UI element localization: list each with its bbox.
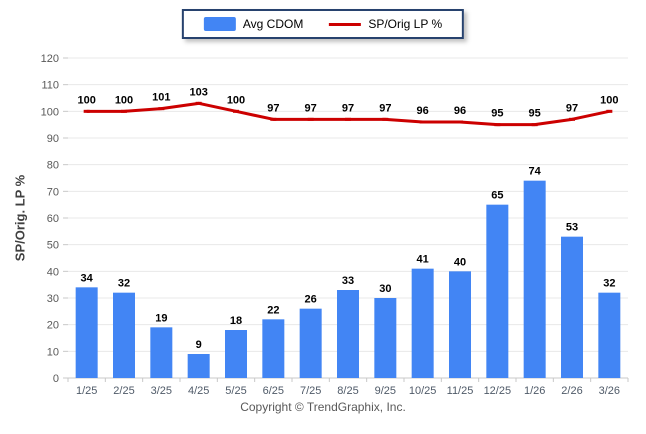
bar-value-label: 32: [118, 278, 130, 290]
y-tick-label: 40: [47, 266, 59, 278]
line-point-marker: [158, 107, 165, 111]
y-tick-label: 80: [47, 160, 59, 172]
x-tick-label: 1/26: [524, 385, 545, 397]
bar: [598, 292, 621, 378]
bar: [113, 292, 135, 378]
x-tick-label: 8/25: [337, 385, 358, 397]
line-point-marker: [419, 120, 426, 124]
bar: [486, 204, 509, 378]
y-tick-label: 120: [41, 53, 59, 65]
line-value-label: 97: [379, 102, 391, 114]
bar: [150, 327, 173, 378]
bar-series-swatch: [203, 17, 236, 31]
x-tick-label: 7/25: [300, 385, 321, 397]
bar-value-label: 34: [81, 272, 94, 284]
line-value-label: 103: [189, 86, 207, 98]
line-point-marker: [121, 109, 127, 113]
line-value-label: 97: [267, 102, 279, 114]
bar: [337, 290, 359, 378]
line-point-marker: [307, 117, 314, 121]
line-point-marker: [233, 109, 239, 113]
x-tick-label: 3/26: [599, 385, 620, 397]
bar-value-label: 22: [267, 304, 279, 316]
line-value-label: 100: [77, 94, 95, 106]
line-value-label: 97: [305, 102, 317, 114]
bar-value-label: 30: [379, 283, 391, 295]
line-point-marker: [83, 109, 90, 113]
bar-value-label: 26: [305, 294, 317, 306]
line-value-label: 101: [152, 92, 170, 104]
line-value-label: 96: [417, 105, 429, 117]
line-point-marker: [531, 123, 538, 127]
line-point-marker: [606, 109, 613, 113]
y-tick-label: 50: [47, 240, 59, 252]
legend-item-avg-cdom: Avg CDOM: [203, 17, 304, 31]
bar-value-label: 41: [417, 254, 429, 266]
bar-value-label: 74: [529, 166, 542, 178]
bar: [374, 298, 397, 378]
line-point-marker: [382, 117, 389, 121]
bar: [187, 354, 210, 378]
y-tick-label: 110: [41, 80, 59, 92]
line-value-label: 96: [454, 105, 466, 117]
y-tick-label: 90: [47, 133, 59, 145]
bar-value-label: 33: [342, 275, 354, 287]
bar-value-label: 19: [155, 312, 167, 324]
x-tick-label: 10/25: [409, 385, 437, 397]
bar: [75, 287, 98, 378]
line-value-label: 97: [342, 102, 354, 114]
legend-item-sp-orig-lp: SP/Orig LP %: [329, 17, 442, 31]
y-tick-label: 0: [53, 373, 59, 385]
line-point-marker: [457, 120, 463, 124]
x-tick-label: 11/25: [447, 385, 474, 397]
line-point-marker: [569, 117, 575, 121]
x-tick-label: 4/25: [188, 385, 209, 397]
bar: [449, 271, 471, 378]
bar-value-label: 18: [230, 315, 242, 327]
bar: [225, 330, 247, 378]
bar: [411, 268, 434, 378]
legend: Avg CDOM SP/Orig LP %: [181, 9, 465, 39]
line-point-marker: [345, 117, 351, 121]
y-tick-label: 30: [47, 293, 59, 305]
x-tick-label: 2/26: [561, 385, 582, 397]
line-series-swatch: [329, 22, 362, 26]
x-tick-label: 5/25: [225, 385, 246, 397]
line-value-label: 100: [600, 94, 618, 106]
y-tick-label: 10: [47, 346, 59, 358]
line-value-label: 100: [115, 94, 133, 106]
x-tick-label: 9/25: [375, 385, 396, 397]
line-value-label: 97: [566, 102, 578, 114]
line-value-label: 100: [227, 94, 245, 106]
x-tick-label: 12/25: [484, 385, 512, 397]
bar: [299, 308, 322, 378]
line-value-label: 95: [491, 108, 503, 120]
line-point-marker: [195, 101, 202, 105]
x-tick-label: 6/25: [263, 385, 284, 397]
legend-label-avg-cdom: Avg CDOM: [242, 17, 304, 31]
y-tick-label: 70: [47, 186, 59, 198]
x-tick-label: 2/25: [113, 385, 134, 397]
bar: [262, 319, 285, 378]
line-point-marker: [494, 123, 501, 127]
bar-value-label: 40: [454, 256, 466, 268]
bar-value-label: 9: [196, 339, 202, 351]
x-tick-label: 1/25: [76, 385, 97, 397]
y-tick-label: 60: [47, 213, 59, 225]
copyright-text: Copyright © TrendGraphix, Inc.: [240, 400, 406, 414]
bar-value-label: 53: [566, 222, 578, 234]
bar: [561, 236, 583, 378]
x-tick-label: 3/25: [151, 385, 172, 397]
bar: [523, 180, 546, 378]
line-point-marker: [270, 117, 277, 121]
bar-value-label: 32: [603, 278, 615, 290]
line-value-label: 95: [529, 108, 541, 120]
y-tick-label: 100: [41, 106, 59, 118]
bar-value-label: 65: [491, 190, 503, 202]
y-tick-label: 20: [47, 320, 59, 332]
legend-label-sp-orig-lp: SP/Orig LP %: [368, 17, 443, 31]
